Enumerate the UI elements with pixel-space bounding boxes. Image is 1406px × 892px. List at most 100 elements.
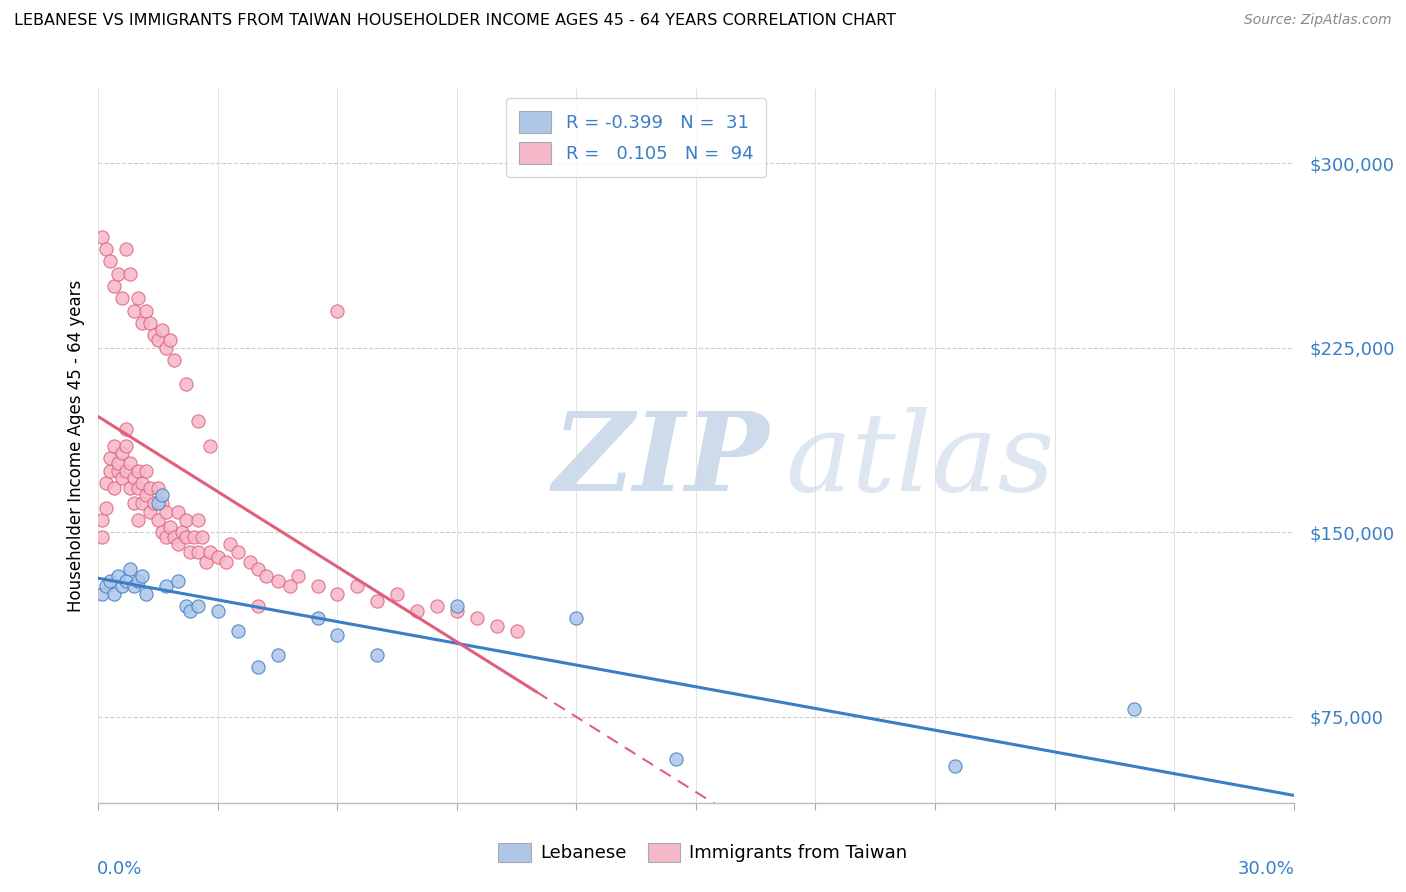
Point	[346, 579, 368, 593]
Point	[239, 555, 262, 569]
Point	[131, 475, 153, 490]
Point	[91, 530, 114, 544]
Point	[91, 513, 114, 527]
Point	[187, 414, 209, 428]
Point	[155, 505, 177, 519]
Point	[307, 611, 329, 625]
Point	[91, 230, 114, 244]
Point	[167, 574, 190, 589]
Point	[159, 520, 181, 534]
Point	[103, 481, 125, 495]
Point	[267, 574, 290, 589]
Point	[124, 495, 146, 509]
Point	[120, 456, 142, 470]
Point	[187, 545, 209, 559]
Point	[127, 574, 149, 589]
Point	[287, 569, 309, 583]
Point	[163, 352, 186, 367]
Point	[127, 481, 149, 495]
Point	[187, 599, 209, 613]
Point	[159, 333, 181, 347]
Point	[98, 464, 122, 478]
Point	[124, 471, 146, 485]
Legend: Lebanese, Immigrants from Taiwan: Lebanese, Immigrants from Taiwan	[491, 836, 915, 870]
Point	[148, 481, 170, 495]
Point	[150, 525, 173, 540]
Point	[135, 587, 157, 601]
Point	[135, 303, 157, 318]
Point	[148, 495, 170, 509]
Point	[226, 624, 249, 638]
Point	[406, 604, 429, 618]
Point	[179, 604, 201, 618]
Text: atlas: atlas	[786, 407, 1056, 514]
Point	[506, 624, 529, 638]
Point	[326, 303, 349, 318]
Point	[943, 759, 966, 773]
Point	[124, 579, 146, 593]
Text: LEBANESE VS IMMIGRANTS FROM TAIWAN HOUSEHOLDER INCOME AGES 45 - 64 YEARS CORRELA: LEBANESE VS IMMIGRANTS FROM TAIWAN HOUSE…	[14, 13, 896, 29]
Point	[207, 604, 229, 618]
Point	[107, 569, 129, 583]
Point	[124, 303, 146, 318]
Point	[139, 505, 162, 519]
Point	[98, 574, 122, 589]
Text: ZIP: ZIP	[553, 407, 769, 514]
Point	[426, 599, 449, 613]
Point	[179, 545, 201, 559]
Y-axis label: Householder Income Ages 45 - 64 years: Householder Income Ages 45 - 64 years	[66, 280, 84, 612]
Point	[446, 599, 468, 613]
Point	[246, 660, 269, 674]
Point	[254, 569, 277, 583]
Point	[167, 505, 190, 519]
Point	[115, 242, 138, 256]
Point	[446, 604, 468, 618]
Point	[150, 488, 173, 502]
Point	[366, 648, 388, 662]
Point	[665, 751, 688, 765]
Point	[103, 279, 125, 293]
Point	[135, 488, 157, 502]
Legend: R = -0.399   N =  31, R =   0.105   N =  94: R = -0.399 N = 31, R = 0.105 N = 94	[506, 98, 766, 177]
Point	[307, 579, 329, 593]
Point	[98, 451, 122, 466]
Point	[1123, 702, 1146, 716]
Point	[155, 341, 177, 355]
Point	[96, 242, 118, 256]
Point	[191, 530, 214, 544]
Point	[183, 530, 205, 544]
Point	[111, 471, 134, 485]
Point	[174, 530, 197, 544]
Point	[135, 464, 157, 478]
Point	[131, 316, 153, 330]
Point	[207, 549, 229, 564]
Point	[111, 579, 134, 593]
Point	[246, 599, 269, 613]
Point	[143, 495, 166, 509]
Point	[215, 555, 238, 569]
Point	[103, 439, 125, 453]
Point	[111, 291, 134, 305]
Point	[246, 562, 269, 576]
Point	[120, 267, 142, 281]
Text: 0.0%: 0.0%	[97, 860, 142, 878]
Point	[115, 439, 138, 453]
Point	[174, 513, 197, 527]
Point	[131, 495, 153, 509]
Point	[150, 495, 173, 509]
Point	[172, 525, 194, 540]
Point	[195, 555, 218, 569]
Point	[139, 481, 162, 495]
Point	[465, 611, 488, 625]
Point	[115, 574, 138, 589]
Point	[326, 587, 349, 601]
Point	[143, 328, 166, 343]
Point	[103, 587, 125, 601]
Point	[163, 530, 186, 544]
Point	[278, 579, 301, 593]
Point	[485, 618, 508, 632]
Point	[198, 545, 221, 559]
Point	[155, 530, 177, 544]
Point	[107, 267, 129, 281]
Point	[107, 456, 129, 470]
